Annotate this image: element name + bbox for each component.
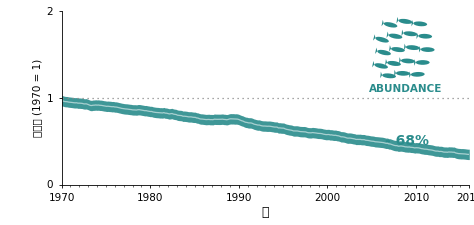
Ellipse shape xyxy=(421,47,435,52)
Polygon shape xyxy=(385,59,387,65)
Ellipse shape xyxy=(382,73,396,78)
Polygon shape xyxy=(404,44,406,50)
Polygon shape xyxy=(409,71,411,78)
Ellipse shape xyxy=(403,31,417,36)
Ellipse shape xyxy=(396,71,410,76)
Ellipse shape xyxy=(401,58,415,63)
Text: ABUNDANCE: ABUNDANCE xyxy=(369,84,442,94)
Polygon shape xyxy=(394,70,396,76)
Ellipse shape xyxy=(406,45,419,50)
Ellipse shape xyxy=(391,47,405,52)
Y-axis label: 指標値 (1970 = 1): 指標値 (1970 = 1) xyxy=(33,59,43,137)
Polygon shape xyxy=(399,57,401,64)
Ellipse shape xyxy=(377,50,391,55)
Polygon shape xyxy=(373,34,375,41)
Polygon shape xyxy=(396,17,399,23)
Polygon shape xyxy=(419,46,421,53)
Polygon shape xyxy=(401,29,403,36)
Ellipse shape xyxy=(374,63,388,69)
Ellipse shape xyxy=(389,34,402,39)
Ellipse shape xyxy=(384,22,397,27)
Polygon shape xyxy=(380,72,382,78)
Ellipse shape xyxy=(375,37,389,43)
Polygon shape xyxy=(372,61,374,67)
Polygon shape xyxy=(382,20,384,26)
Ellipse shape xyxy=(399,19,412,24)
Ellipse shape xyxy=(416,60,429,65)
Polygon shape xyxy=(417,32,418,39)
Polygon shape xyxy=(375,47,377,54)
Polygon shape xyxy=(389,45,391,52)
Polygon shape xyxy=(386,32,389,38)
Ellipse shape xyxy=(411,72,425,77)
Ellipse shape xyxy=(387,61,401,66)
Ellipse shape xyxy=(413,21,427,26)
Ellipse shape xyxy=(418,34,432,39)
Text: - 68%: - 68% xyxy=(385,134,429,148)
Polygon shape xyxy=(411,20,413,26)
Polygon shape xyxy=(414,59,416,66)
X-axis label: 年: 年 xyxy=(262,206,269,219)
